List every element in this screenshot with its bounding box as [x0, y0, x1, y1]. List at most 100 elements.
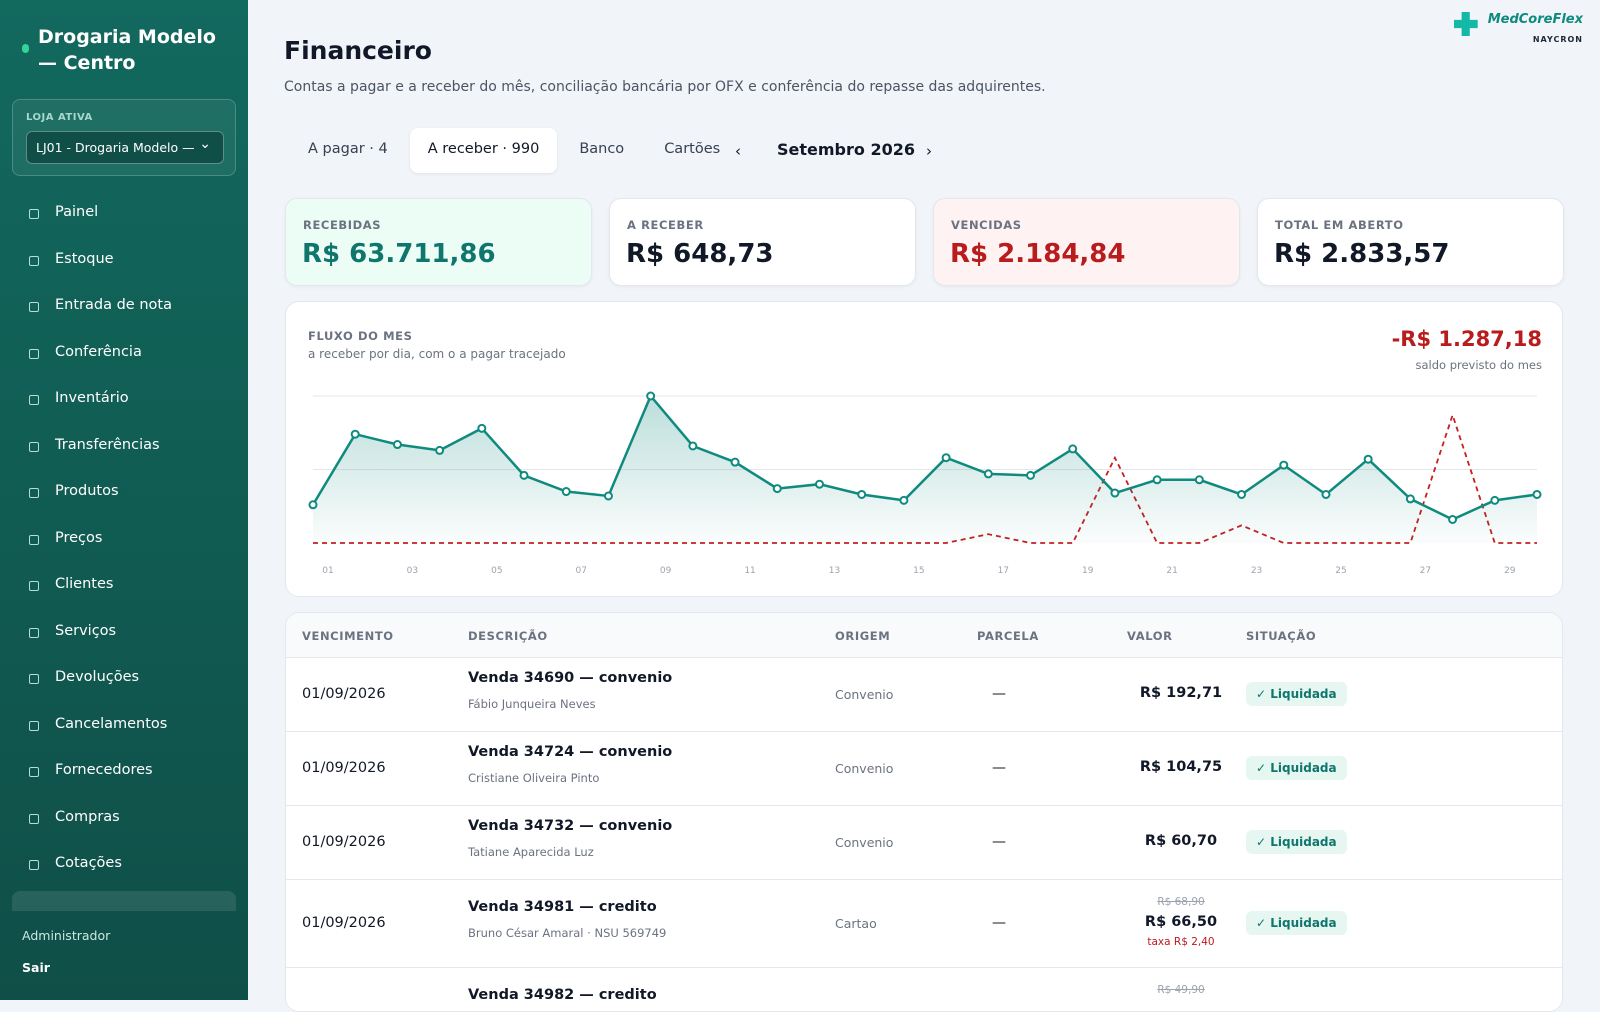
nav-item[interactable]: Cotações — [0, 845, 248, 885]
nav-icon — [29, 348, 39, 359]
point — [308, 500, 318, 510]
point — [1152, 475, 1162, 485]
nav-icon — [29, 674, 39, 684]
point — [1068, 444, 1078, 454]
status-badge: ✓ Liquidada — [1246, 830, 1347, 854]
point — [603, 491, 613, 501]
x-tick-label: 13 — [829, 566, 840, 576]
sidebar-divider — [12, 891, 236, 911]
column-header: VALOR — [1127, 629, 1173, 643]
point — [814, 479, 824, 489]
table-row: 01/09/2026 Venda 34690 — convenio Fábio Ju… — [286, 658, 1562, 732]
x-tick-label: 09 — [660, 566, 672, 576]
page-subtitle: Contas a pagar e a receber do mês, conci… — [284, 79, 1046, 95]
point — [899, 495, 909, 505]
nav-item[interactable]: Serviços — [0, 613, 248, 653]
nav-item[interactable]: Compras — [0, 799, 248, 839]
stat-label: RECEBIDAS — [303, 218, 382, 232]
nav-item[interactable]: Devoluções — [0, 659, 248, 699]
chart: FLUXO DO MES a receber por dia, com o a … — [308, 327, 1542, 576]
page-title: Financeiro — [284, 36, 432, 65]
description-detail: Cristiane Oliveira Pinto — [468, 771, 600, 785]
logout[interactable]: Sair — [22, 960, 50, 975]
store-select[interactable]: LJ01 - Drogaria Modelo — — [26, 131, 224, 164]
stat-label: VENCIDAS — [951, 218, 1022, 232]
nav-icon — [29, 581, 39, 591]
point — [1110, 488, 1120, 498]
nav-item[interactable]: Transferências — [0, 427, 248, 467]
nav-item[interactable]: Fornecedores — [0, 752, 248, 792]
store-label: LOJA ATIVA — [26, 112, 93, 123]
nav-item[interactable]: Estoque — [0, 241, 248, 281]
column-header: SITUAÇÃO — [1246, 629, 1317, 643]
nav-icon — [29, 255, 39, 266]
nav-item[interactable]: Preços — [0, 520, 248, 560]
stat-card: TOTAL EM ABERTO R$ 2.833,57 — [1257, 198, 1564, 286]
point — [519, 470, 529, 480]
point — [1026, 470, 1036, 480]
x-tick-label: 25 — [1335, 566, 1346, 576]
stat-card: A RECEBER R$ 648,73 — [609, 198, 916, 286]
status-badge: ✓ Liquidada — [1246, 682, 1347, 706]
description-detail: Bruno César Amaral · NSU 569749 — [468, 926, 667, 940]
logo-name: MedCoreFlex — [1487, 12, 1583, 27]
value: R$ 104,75 — [1139, 759, 1223, 775]
tab[interactable]: A pagar · 4 — [308, 141, 388, 157]
stat-card: RECEBIDAS R$ 63.711,86 — [285, 198, 592, 286]
x-tick-label: 11 — [744, 566, 755, 576]
table-row: 01/09/2026 Venda 34981 — credito Bruno Cés… — [286, 880, 1562, 968]
fee: taxa R$ 2,40 — [1147, 936, 1215, 948]
point — [1279, 460, 1289, 470]
due-date: 01/09/2026 — [302, 760, 386, 776]
tab[interactable]: Banco — [579, 141, 625, 157]
origin: Convenio — [835, 835, 894, 850]
month-label: Setembro 2026 — [777, 140, 915, 159]
point — [646, 391, 656, 401]
description: Venda 34690 — convenio — [468, 670, 673, 686]
description-detail: Tatiane Aparecida Luz — [468, 845, 594, 859]
point — [1363, 454, 1373, 464]
nav-item[interactable]: Inventário — [0, 380, 248, 420]
brand-name: Drogaria Modelo — Centro — [38, 26, 216, 74]
x-tick-label: 17 — [998, 566, 1009, 576]
nav-item[interactable]: Produtos — [0, 473, 248, 513]
origin: Convenio — [835, 761, 894, 776]
chart-subtitle: a receber por dia, com o a pagar traceja… — [308, 347, 566, 361]
point — [857, 489, 867, 499]
nav-icon — [29, 720, 39, 731]
due-date: 01/09/2026 — [302, 915, 386, 931]
description: Venda 34981 — credito — [468, 899, 657, 915]
x-tick-label: 29 — [1504, 566, 1516, 576]
month-next[interactable]: › — [926, 142, 932, 160]
origin: Convenio — [835, 687, 894, 702]
nav-item[interactable]: Clientes — [0, 566, 248, 606]
nav-item[interactable]: Cancelamentos — [0, 706, 248, 746]
due-date: 01/09/2026 — [302, 686, 386, 702]
x-tick-label: 03 — [407, 566, 418, 576]
table-header: VENCIMENTO DESCRIÇÃO ORIGEM PARCELA VALOR SIT… — [286, 613, 1562, 658]
status-dot — [22, 44, 29, 53]
point — [392, 440, 402, 450]
installment: — — [992, 686, 1006, 702]
nav-item[interactable]: Conferência — [0, 334, 248, 374]
original-value: R$ 49,90 — [1157, 984, 1205, 996]
point — [730, 457, 740, 467]
nav-icon — [29, 488, 39, 498]
point — [350, 429, 360, 439]
x-tick-label: 19 — [1082, 566, 1094, 576]
column-header: DESCRIÇÃO — [468, 629, 548, 643]
point — [983, 469, 993, 479]
nav-icon — [29, 395, 39, 405]
x-tick-label: 01 — [322, 566, 333, 576]
nav-item[interactable]: Painel — [0, 194, 248, 234]
nav-item[interactable]: Entrada de nota — [0, 287, 248, 327]
stat-label: TOTAL EM ABERTO — [1275, 218, 1404, 232]
tab[interactable]: Cartões — [664, 141, 721, 157]
tab[interactable]: A receber · 990 — [409, 128, 558, 173]
column-header: ORIGEM — [835, 629, 891, 643]
month-prev[interactable]: ‹ — [735, 142, 741, 160]
user-name: Administrador — [22, 928, 111, 943]
point — [1490, 495, 1500, 505]
logo: MedCoreFlex NAYCRON — [1453, 12, 1583, 46]
